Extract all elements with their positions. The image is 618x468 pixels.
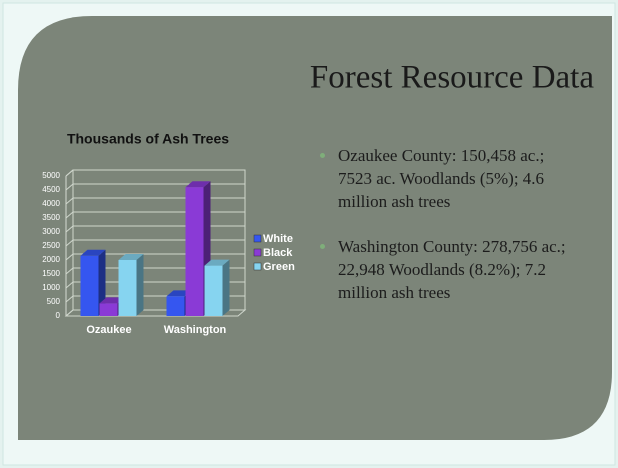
legend-swatch xyxy=(253,248,262,257)
y-tick-label: 2500 xyxy=(42,241,60,250)
bar-front xyxy=(99,303,118,316)
bar xyxy=(204,259,230,316)
bar-side xyxy=(222,259,230,316)
y-tick-label: 3000 xyxy=(42,227,60,236)
bar-top xyxy=(166,290,192,297)
x-tick-label: Ozaukee xyxy=(86,324,131,336)
slide-background xyxy=(18,16,612,440)
bar xyxy=(80,249,106,316)
y-tick-label: 0 xyxy=(56,311,61,320)
legend-label: White xyxy=(263,233,293,245)
legend-label: Black xyxy=(263,247,293,259)
legend-swatch xyxy=(253,234,262,243)
bar-front xyxy=(185,187,204,316)
bullet: Ozaukee County: 150,458 ac.; 7523 ac. Wo… xyxy=(318,144,570,213)
chart-title: Thousands of Ash Trees xyxy=(67,131,229,147)
bar-front xyxy=(166,296,185,316)
bar-top xyxy=(204,259,230,266)
bar-front xyxy=(118,260,137,316)
bar-top xyxy=(185,181,211,188)
bar-top xyxy=(118,254,144,260)
y-tick-label: 1500 xyxy=(42,269,60,278)
y-tick-label: 5000 xyxy=(42,171,60,180)
bar-front xyxy=(80,255,99,316)
bullet-list: Ozaukee County: 150,458 ac.; 7523 ac. Wo… xyxy=(318,144,570,326)
y-tick-label: 500 xyxy=(47,297,61,306)
y-tick-label: 4500 xyxy=(42,185,60,194)
bullet: Washington County: 278,756 ac.; 22,948 W… xyxy=(318,235,570,304)
grid-line xyxy=(65,169,245,177)
y-tick-label: 4000 xyxy=(42,199,60,208)
legend-swatch xyxy=(253,262,262,271)
bar xyxy=(118,254,144,316)
grid-line xyxy=(65,183,245,191)
legend-label: Green xyxy=(263,261,295,273)
bar-top xyxy=(99,297,125,304)
bar-side xyxy=(136,254,144,316)
x-tick-label: Washington xyxy=(164,324,227,336)
y-tick-label: 2000 xyxy=(42,255,60,264)
bar-top xyxy=(80,249,106,256)
y-tick-label: 3500 xyxy=(42,213,60,222)
bar-front xyxy=(204,265,223,316)
y-tick-label: 1000 xyxy=(42,283,60,292)
slide-title: Forest Resource Data xyxy=(310,60,594,96)
bar-side xyxy=(98,249,106,316)
